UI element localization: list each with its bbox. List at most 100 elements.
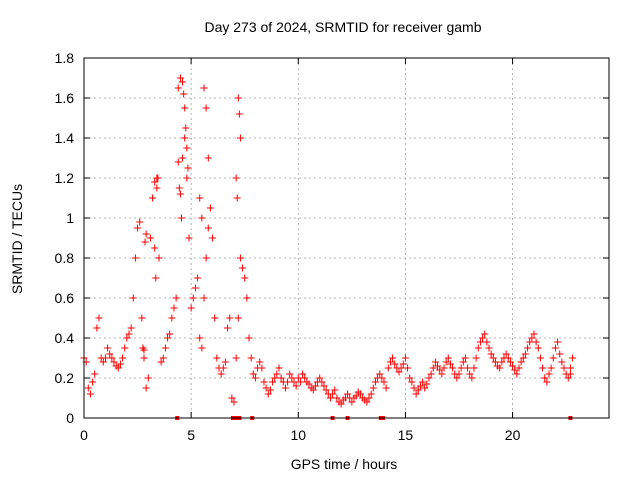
data-point <box>318 378 326 386</box>
data-point <box>320 382 328 390</box>
data-point <box>511 366 519 374</box>
data-point <box>176 74 184 82</box>
y-tick-label: 1 <box>66 210 74 226</box>
data-point <box>316 374 324 382</box>
data-point <box>200 294 208 302</box>
data-point <box>181 134 189 142</box>
data-point <box>106 350 114 358</box>
y-tick-label: 1.4 <box>55 130 75 146</box>
data-point <box>526 338 534 346</box>
data-point <box>144 374 152 382</box>
data-point <box>322 386 330 394</box>
data-point <box>536 354 544 362</box>
data-point <box>530 330 538 338</box>
data-point <box>249 370 257 378</box>
data-point <box>457 364 465 372</box>
data-point <box>175 184 183 192</box>
data-point <box>256 358 264 366</box>
data-point <box>365 394 373 402</box>
data-point <box>251 374 259 382</box>
y-tick-label: 0.8 <box>55 250 75 266</box>
data-point <box>521 350 529 358</box>
data-point <box>159 354 167 362</box>
data-point <box>196 194 204 202</box>
data-point <box>155 254 163 262</box>
data-point <box>281 384 289 392</box>
data-point <box>142 230 150 238</box>
data-point <box>84 384 92 392</box>
data-point <box>134 224 142 232</box>
data-point <box>129 294 137 302</box>
data-point <box>502 350 510 358</box>
data-point <box>363 398 371 406</box>
data-point <box>264 390 272 398</box>
data-point <box>151 178 159 186</box>
data-point <box>123 334 131 342</box>
data-point <box>444 354 452 362</box>
plot-frame <box>83 57 610 419</box>
data-point <box>367 390 375 398</box>
data-point <box>541 374 549 382</box>
data-point <box>140 346 148 354</box>
data-point <box>539 364 547 372</box>
x-tick-label: 15 <box>398 427 414 443</box>
data-point <box>412 390 420 398</box>
data-point <box>179 78 187 86</box>
data-point <box>184 164 192 172</box>
data-point <box>154 174 162 182</box>
data-point <box>217 370 225 378</box>
data-point <box>232 174 240 182</box>
data-point <box>386 358 394 366</box>
y-tick-label: 0.2 <box>55 370 75 386</box>
data-point <box>127 324 135 332</box>
data-point <box>219 364 227 372</box>
data-point <box>446 360 454 368</box>
data-point <box>468 374 476 382</box>
data-point <box>356 390 364 398</box>
data-point <box>286 370 294 378</box>
data-point <box>294 374 302 382</box>
data-point <box>476 338 484 346</box>
data-point <box>410 384 418 392</box>
data-point <box>236 134 244 142</box>
data-point <box>416 382 424 390</box>
data-point <box>136 218 144 226</box>
data-point <box>196 334 204 342</box>
data-point <box>489 354 497 362</box>
data-point <box>515 364 523 372</box>
y-tick-label: 1.6 <box>55 90 75 106</box>
data-point <box>189 294 197 302</box>
data-point <box>104 344 112 352</box>
data-point <box>479 334 487 342</box>
data-point <box>427 370 435 378</box>
data-point <box>299 370 307 378</box>
data-point <box>271 374 279 382</box>
data-point <box>224 324 232 332</box>
data-point <box>86 390 94 398</box>
data-point <box>549 354 557 362</box>
data-point <box>176 190 184 198</box>
data-point <box>258 364 266 372</box>
data-point <box>485 344 493 352</box>
data-point <box>309 386 317 394</box>
data-point <box>528 334 536 342</box>
data-point <box>524 344 532 352</box>
data-point <box>153 184 161 192</box>
data-point <box>142 384 150 392</box>
data-point <box>547 364 555 372</box>
data-point <box>369 384 377 392</box>
data-point <box>395 368 403 376</box>
data-point <box>506 358 514 366</box>
data-point <box>414 386 422 394</box>
data-point <box>434 362 442 370</box>
data-point <box>481 330 489 338</box>
data-point <box>262 384 270 392</box>
data-point <box>556 350 564 358</box>
x-tick-label: 10 <box>290 427 306 443</box>
data-point <box>329 390 337 398</box>
data-point <box>543 378 551 386</box>
data-point <box>344 390 352 398</box>
data-point <box>290 378 298 386</box>
data-point <box>558 358 566 366</box>
